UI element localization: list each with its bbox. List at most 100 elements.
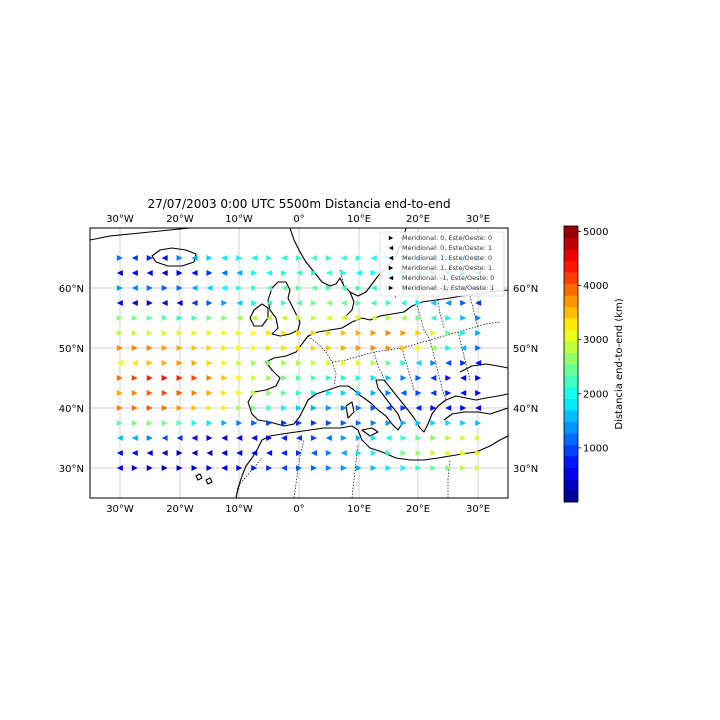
distance-marker xyxy=(475,345,482,351)
lon-tick-top: 10°W xyxy=(225,214,253,225)
distance-marker xyxy=(266,255,273,261)
distance-marker xyxy=(460,315,467,321)
distance-marker xyxy=(400,375,407,381)
distance-marker xyxy=(176,285,183,291)
distance-marker xyxy=(281,465,288,471)
distance-marker xyxy=(430,405,437,411)
distance-marker xyxy=(460,375,467,381)
distance-marker xyxy=(236,360,243,366)
distance-marker xyxy=(325,360,332,366)
distance-marker xyxy=(146,405,153,411)
distance-marker xyxy=(176,300,183,306)
distance-marker xyxy=(310,285,317,291)
distance-marker xyxy=(325,420,332,426)
distance-marker xyxy=(340,405,347,411)
distance-marker xyxy=(206,390,213,396)
distance-marker xyxy=(176,330,183,336)
legend-label: Meridional: -1, Este/Oeste: 1 xyxy=(402,284,494,292)
distance-marker xyxy=(251,390,258,396)
distance-marker xyxy=(131,255,138,261)
distance-marker xyxy=(251,300,258,306)
distance-marker xyxy=(206,330,213,336)
distance-marker xyxy=(340,255,347,261)
distance-marker xyxy=(236,285,243,291)
lat-tick-left: 50°N xyxy=(59,344,84,355)
distance-marker xyxy=(206,360,213,366)
distance-marker xyxy=(325,450,332,456)
distance-marker xyxy=(415,330,422,336)
lon-tick-bottom: 10°W xyxy=(225,504,253,515)
distance-marker xyxy=(236,390,243,396)
distance-marker xyxy=(221,405,228,411)
distance-marker xyxy=(206,300,213,306)
colorbar-band xyxy=(564,444,578,457)
distance-marker xyxy=(206,405,213,411)
distance-marker xyxy=(236,270,243,276)
distance-marker xyxy=(116,420,123,426)
distance-marker xyxy=(310,420,317,426)
distance-marker xyxy=(385,360,392,366)
distance-marker xyxy=(325,465,332,471)
distance-marker xyxy=(221,435,228,441)
distance-marker xyxy=(430,360,437,366)
distance-marker xyxy=(161,330,168,336)
legend-label: Meridional: 0, Este/Oeste: 1 xyxy=(402,244,492,252)
distance-marker xyxy=(206,315,213,321)
distance-marker xyxy=(340,285,347,291)
distance-marker xyxy=(221,360,228,366)
distance-marker xyxy=(251,420,258,426)
distance-marker xyxy=(236,345,243,351)
colorbar-band xyxy=(564,479,578,491)
distance-marker xyxy=(310,375,317,381)
legend-marker xyxy=(388,255,394,261)
colorbar-band xyxy=(564,375,578,388)
distance-marker xyxy=(430,450,437,456)
distance-marker xyxy=(415,435,422,441)
distance-marker xyxy=(221,285,228,291)
distance-marker xyxy=(236,450,243,456)
distance-marker xyxy=(355,405,362,411)
lon-tick-top: 30°E xyxy=(466,214,490,225)
distance-marker xyxy=(206,345,213,351)
lon-tick-bottom: 20°E xyxy=(406,504,430,515)
distance-marker xyxy=(266,450,273,456)
distance-marker xyxy=(146,315,153,321)
lon-tick-bottom: 20°W xyxy=(166,504,194,515)
distance-marker xyxy=(266,375,273,381)
lon-tick-top: 20°E xyxy=(406,214,430,225)
distance-marker xyxy=(131,405,138,411)
distance-marker xyxy=(146,285,153,291)
distance-marker xyxy=(385,330,392,336)
distance-marker xyxy=(251,405,258,411)
distance-marker xyxy=(281,390,288,396)
distance-marker xyxy=(370,405,377,411)
colorbar-band xyxy=(564,237,578,250)
lat-tick-left: 60°N xyxy=(59,284,84,295)
distance-marker xyxy=(176,390,183,396)
lon-tick-top: 0° xyxy=(293,214,304,225)
distance-marker xyxy=(340,315,347,321)
distance-marker xyxy=(281,420,288,426)
distance-marker xyxy=(460,360,467,366)
distance-marker xyxy=(400,420,407,426)
distance-marker xyxy=(296,405,302,411)
distance-marker xyxy=(355,375,362,381)
distance-marker xyxy=(415,345,422,351)
distance-marker xyxy=(281,405,288,411)
distance-marker xyxy=(146,270,153,276)
distance-marker xyxy=(221,465,228,471)
distance-marker xyxy=(266,270,273,276)
legend-label: Meridional: 0, Este/Oeste: 0 xyxy=(402,234,492,242)
distance-marker xyxy=(206,435,213,441)
distance-marker xyxy=(370,420,377,426)
colorbar-band xyxy=(564,421,578,434)
distance-marker xyxy=(221,345,228,351)
colorbar-band xyxy=(564,467,578,480)
distance-marker xyxy=(370,330,377,336)
distance-marker xyxy=(475,450,482,456)
distance-marker xyxy=(191,255,198,261)
distance-marker xyxy=(415,465,422,471)
distance-marker xyxy=(460,405,467,411)
distance-marker xyxy=(460,345,467,351)
distance-marker xyxy=(116,255,123,261)
